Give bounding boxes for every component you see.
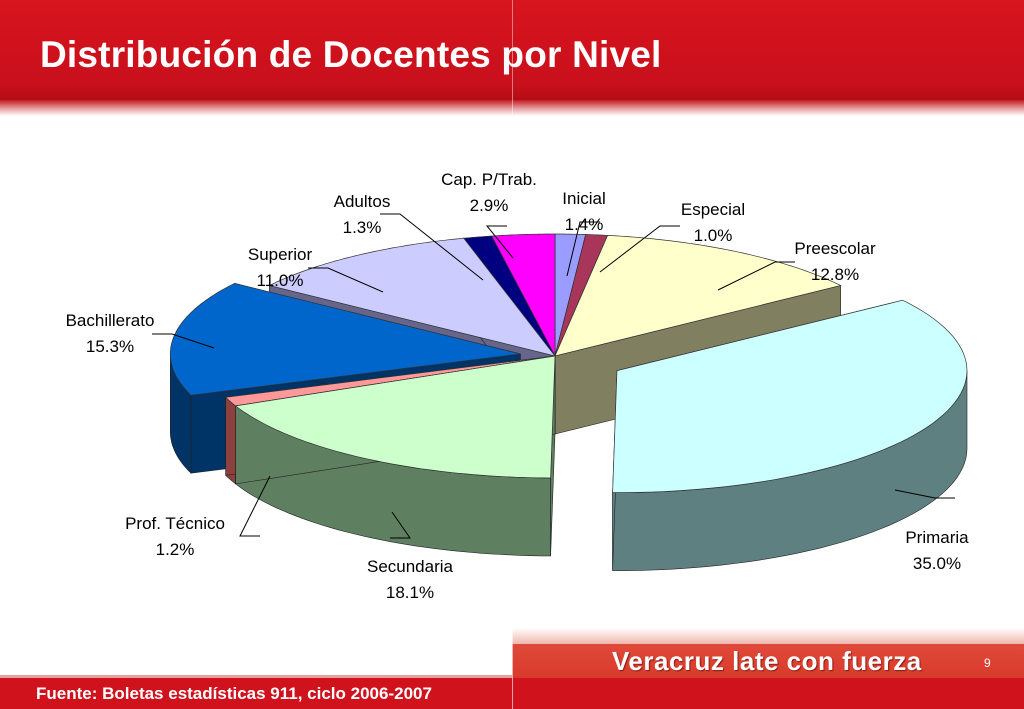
footer-divider [512, 628, 513, 709]
footer-tab-highlight [512, 628, 1024, 644]
slice-label-primaria: Primaria [905, 528, 969, 547]
source-note: Fuente: Boletas estadísticas 911, ciclo … [36, 684, 432, 703]
header-band [0, 0, 1024, 100]
slice-value-bachillerato: 15.3% [86, 337, 134, 356]
slice-label-bachillerato: Bachillerato [66, 311, 155, 330]
leader-line-secundaria [390, 511, 411, 539]
slice-label-cap-p-trab: Cap. P/Trab. [441, 170, 537, 189]
pie-slice-secundaria [234, 355, 556, 557]
header-stripe [0, 100, 1024, 116]
footer-rule [0, 675, 512, 678]
slice-value-preescolar: 12.8% [811, 265, 859, 284]
slice-value-adultos: 1.3% [343, 218, 382, 237]
leader-line-especial [599, 225, 680, 273]
leader-line-primaria [894, 489, 955, 499]
slice-value-secundaria: 18.1% [386, 583, 434, 602]
slice-label-especial: Especial [681, 200, 745, 219]
footer-slogan-tab [512, 644, 1024, 678]
slice-value-cap-p-trab: 2.9% [470, 196, 509, 215]
slice-label-secundaria: Secundaria [367, 557, 454, 576]
slice-label-preescolar: Preescolar [794, 239, 876, 258]
slice-value-primaria: 35.0% [913, 554, 961, 573]
leader-line-preescolar [717, 261, 795, 291]
header-divider [512, 0, 513, 116]
pie-chart: Inicial 1.4% Especial 1.0% Preescolar 12.8% Pr… [66, 170, 970, 602]
slice-value-especial: 1.0% [694, 226, 733, 245]
pie-slice-primaria [612, 299, 968, 571]
leader-line-prof-t-cnico [239, 475, 271, 537]
slice-label-superior: Superior [248, 245, 313, 264]
leader-line-cap-p-trab [485, 225, 514, 259]
leader-line-superior [308, 267, 384, 293]
leader-line-inicial [566, 221, 600, 277]
slice-value-superior: 11.0% [257, 271, 304, 290]
leader-line-adultos [380, 213, 484, 281]
slice-value-prof-t-cnico: 1.2% [156, 540, 195, 559]
slogan: Veracruz late con fuerza [612, 646, 922, 676]
slice-value-inicial: 1.4% [565, 215, 604, 234]
slice-label-prof-t-cnico: Prof. Técnico [125, 514, 225, 533]
page-number: 9 [984, 656, 991, 670]
slice-label-inicial: Inicial [562, 189, 605, 208]
page-title: Distribución de Docentes por Nivel [40, 34, 662, 75]
leader-line-bachillerato [152, 333, 215, 349]
slice-label-adultos: Adultos [334, 192, 391, 211]
